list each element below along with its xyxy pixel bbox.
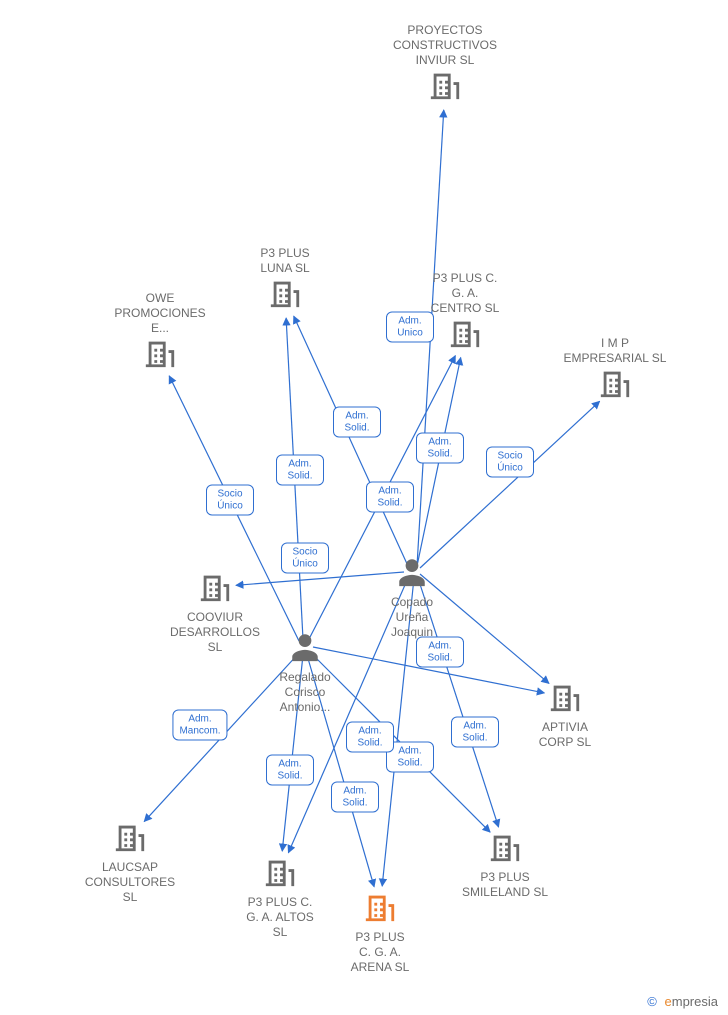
node-p3smile[interactable]: P3 PLUSSMILELAND SL <box>445 830 565 900</box>
person-icon <box>288 630 322 664</box>
node-label: P3 PLUSSMILELAND SL <box>445 870 565 900</box>
node-aptivia[interactable]: APTIVIACORP SL <box>505 680 625 750</box>
node-label: CopadoUreñaJoaquin <box>352 595 472 640</box>
edge-label: Adm. Solid. <box>416 433 464 464</box>
node-label: P3 PLUSC. G. A.ARENA SL <box>320 930 440 975</box>
node-p3arena[interactable]: P3 PLUSC. G. A.ARENA SL <box>320 890 440 975</box>
node-label: P3 PLUSLUNA SL <box>225 246 345 276</box>
building-icon <box>263 855 297 889</box>
node-regalado[interactable]: RegaladoCoriscoAntonio... <box>245 630 365 715</box>
edge-copado-imp <box>420 401 600 568</box>
edge-label: Adm. Solid. <box>331 782 379 813</box>
edge-label: Adm. Solid. <box>266 755 314 786</box>
edge-label: Adm. Mancom. <box>172 710 227 741</box>
edge-label: Adm. Solid. <box>346 722 394 753</box>
node-label: I M PEMPRESARIAL SL <box>555 336 675 366</box>
building-icon <box>113 820 147 854</box>
edge-label: Adm. Solid. <box>451 717 499 748</box>
building-icon <box>488 830 522 864</box>
node-owe[interactable]: OWEPROMOCIONESE... <box>100 291 220 376</box>
building-icon <box>448 316 482 350</box>
node-p3luna[interactable]: P3 PLUSLUNA SL <box>225 246 345 316</box>
edge-label: Adm. Solid. <box>333 407 381 438</box>
node-label: OWEPROMOCIONESE... <box>100 291 220 336</box>
brand-name: empresia <box>665 994 718 1009</box>
edge-label: Adm. Solid. <box>366 482 414 513</box>
edge-label: Adm. Solid. <box>416 637 464 668</box>
edge-label: Adm. Solid. <box>276 455 324 486</box>
node-proyectos[interactable]: PROYECTOSCONSTRUCTIVOSINVIUR SL <box>385 23 505 108</box>
node-copado[interactable]: CopadoUreñaJoaquin <box>352 555 472 640</box>
person-icon <box>395 555 429 589</box>
node-imp[interactable]: I M PEMPRESARIAL SL <box>555 336 675 406</box>
building-icon <box>428 68 462 102</box>
building-icon <box>143 336 177 370</box>
building-icon <box>198 570 232 604</box>
diagram-canvas: Adm. UnicoAdm. Solid.Adm. Solid.Socio Ún… <box>0 0 728 1015</box>
edge-label: Socio Único <box>281 543 329 574</box>
node-label: P3 PLUS C.G. A.CENTRO SL <box>405 271 525 316</box>
node-label: LAUCSAPCONSULTORESSL <box>70 860 190 905</box>
node-label: RegaladoCoriscoAntonio... <box>245 670 365 715</box>
copyright-symbol: © <box>647 994 657 1009</box>
building-icon <box>548 680 582 714</box>
node-label: PROYECTOSCONSTRUCTIVOSINVIUR SL <box>385 23 505 68</box>
edge-copado-p3luna <box>294 316 408 566</box>
building-icon <box>268 276 302 310</box>
building-icon <box>363 890 397 924</box>
edge-label: Socio Único <box>206 485 254 516</box>
node-label: APTIVIACORP SL <box>505 720 625 750</box>
building-icon <box>598 366 632 400</box>
footer-credit: © empresia <box>647 994 718 1009</box>
edge-label: Socio Único <box>486 447 534 478</box>
node-laucsap[interactable]: LAUCSAPCONSULTORESSL <box>70 820 190 905</box>
node-p3centro[interactable]: P3 PLUS C.G. A.CENTRO SL <box>405 271 525 356</box>
